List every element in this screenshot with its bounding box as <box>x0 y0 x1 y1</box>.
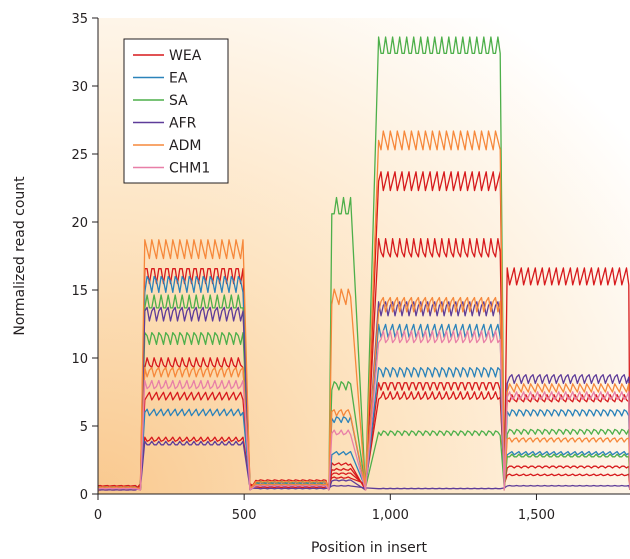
legend-label-wea: WEA <box>169 48 202 64</box>
series-line-chm1-1 <box>98 330 630 492</box>
y-tick-label-30: 30 <box>71 80 88 95</box>
y-tick-label-35: 35 <box>71 12 88 27</box>
series-line-ea-1 <box>98 275 630 492</box>
x-tick-label-1000: 1,000 <box>372 508 409 523</box>
axes: 0 5 10 15 20 25 30 35 0 500 1,000 1,500 <box>71 12 630 523</box>
series-line-afr-2 <box>98 440 630 492</box>
x-tick-label-0: 0 <box>94 508 102 523</box>
series-line-wea-4 <box>98 391 630 492</box>
legend-label-adm: ADM <box>169 138 201 154</box>
series-line-afr-1 <box>98 301 630 492</box>
x-axis-label: Position in insert <box>311 540 428 556</box>
series-line-adm-1 <box>98 130 630 492</box>
series-line-sa-2 <box>98 331 630 492</box>
legend-label-sa: SA <box>169 93 188 109</box>
series-line-sa-1 <box>98 36 630 492</box>
x-tick-label-1500: 1,500 <box>518 508 555 523</box>
legend: WEA EA SA AFR ADM CHM1 <box>123 38 229 184</box>
x-tick-label-500: 500 <box>232 508 257 523</box>
y-tick-label-20: 20 <box>71 216 88 231</box>
y-tick-label-0: 0 <box>80 488 88 503</box>
y-tick-label-25: 25 <box>71 148 88 163</box>
series-line-wea-3 <box>98 268 630 492</box>
y-axis-label: Normalized read count <box>12 176 28 336</box>
series-layer <box>98 36 630 492</box>
y-tick-label-5: 5 <box>80 420 88 435</box>
y-tick-label-15: 15 <box>71 284 88 299</box>
legend-label-chm1: CHM1 <box>169 161 210 177</box>
legend-label-ea: EA <box>169 71 188 87</box>
series-line-adm-2 <box>98 296 630 492</box>
legend-box <box>123 38 229 184</box>
series-line-wea-1 <box>98 171 630 492</box>
y-tick-label-10: 10 <box>71 352 88 367</box>
legend-label-afr: AFR <box>169 116 197 132</box>
